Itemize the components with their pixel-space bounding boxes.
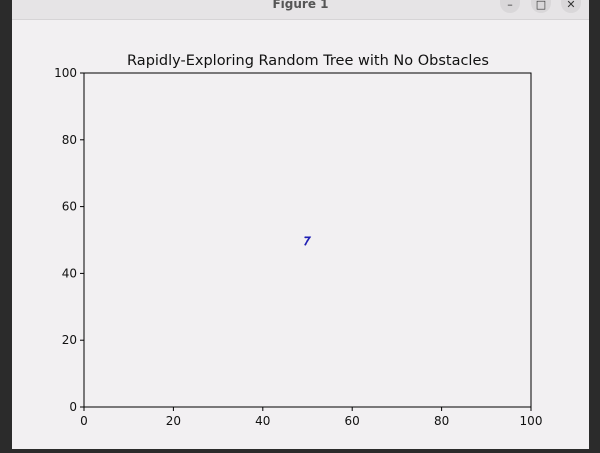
x-tick-label: 100: [520, 414, 543, 428]
tree-node: [308, 236, 311, 239]
minimize-button[interactable]: –: [500, 0, 520, 13]
y-tick-label: 0: [69, 400, 77, 414]
tree-node: [304, 236, 307, 239]
tree-node: [306, 239, 309, 242]
tree-series: [304, 236, 312, 246]
y-tick-label: 40: [62, 266, 77, 280]
close-button[interactable]: ✕: [561, 0, 581, 13]
x-tick-label: 20: [166, 414, 181, 428]
x-axis: 0 20 40 60 80 100: [80, 407, 542, 428]
x-tick-label: 80: [434, 414, 449, 428]
axes-frame: [83, 72, 532, 408]
window-titlebar: Figure 1 – □ ✕: [12, 0, 589, 20]
tree-edges: [304, 236, 312, 246]
y-axis: 0 20 40 60 80 100: [54, 66, 84, 414]
x-tick-label: 60: [345, 414, 360, 428]
maximize-button[interactable]: □: [531, 0, 551, 13]
y-tick-label: 20: [62, 333, 77, 347]
rrt-chart: Rapidly-Exploring Random Tree with No Ob…: [54, 53, 542, 428]
figure-window: Figure 1 – □ ✕ Rapidly-Exploring Random …: [12, 0, 589, 449]
window-title: Figure 1: [272, 0, 329, 11]
x-tick-label: 0: [80, 414, 88, 428]
tree-node: [304, 243, 307, 246]
y-tick-label: 100: [54, 66, 77, 80]
plot-canvas: Rapidly-Exploring Random Tree with No Ob…: [12, 20, 589, 449]
chart-title: Rapidly-Exploring Random Tree with No Ob…: [127, 53, 489, 69]
y-tick-label: 80: [62, 133, 77, 147]
x-tick-label: 40: [255, 414, 270, 428]
y-tick-label: 60: [62, 200, 77, 214]
